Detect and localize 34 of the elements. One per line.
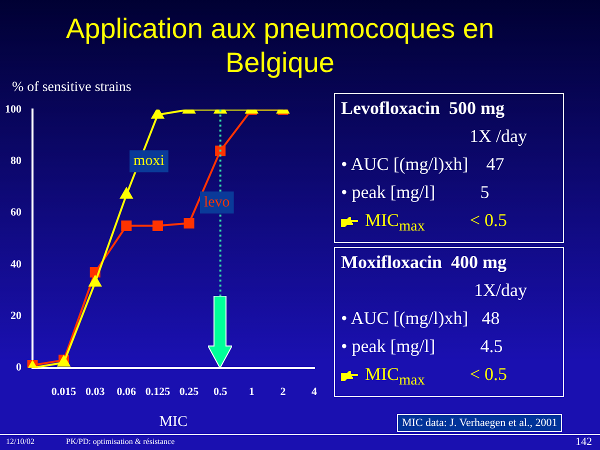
text: • AUC [(mg/l)xh] 47 [341,154,504,174]
x-tick-label: 0.015 [51,386,77,398]
y-tick-label: 100 [5,103,22,116]
text: 142 [576,436,592,448]
x-tick-label: 0.06 [116,386,137,398]
text: MIC data: J. Verhaegen et al., 2001 [397,414,562,432]
y-axis-title: % of sensitive strains [12,80,132,96]
y-tick-label: 80 [10,155,22,168]
text: 1X/day [474,280,527,300]
x-tick-label: 0.125 [145,386,171,398]
text: MIC$_{max}$ < 0.5 [365,210,507,235]
x-tick-label: 2 [280,386,286,398]
series-label: levo [204,194,230,210]
text: MIC$_{max}$ < 0.5 [365,364,507,389]
x-tick-label: 0.03 [85,386,106,398]
text: • peak [mg/l] 4.5 [341,336,503,356]
text: PK/PD: optimisation & résistance [66,437,175,446]
text: 1X /day [470,126,527,146]
x-tick-label: 0.5 [213,386,228,398]
text: 12/10/02 [6,437,34,446]
series-label: moxi [134,153,164,170]
text: • AUC [(mg/l)xh] 48 [341,308,500,328]
y-tick-label: 20 [10,310,22,322]
y-tick-label: 0 [16,362,22,374]
x-tick-label: 0.25 [179,386,200,398]
text: • peak [mg/l] 5 [341,182,490,202]
x-tick-label: 4 [312,386,318,398]
chart-title: Application aux pneumocoques en Belgique [64,12,496,80]
text: Moxifloxacin 400 mg [341,252,506,272]
x-axis-title: MIC [159,414,188,430]
x-tick-label: 1 [248,386,254,398]
y-tick-label: 40 [10,258,22,270]
y-tick-label: 60 [10,206,22,219]
text: Levofloxacin 500 mg [341,98,504,118]
